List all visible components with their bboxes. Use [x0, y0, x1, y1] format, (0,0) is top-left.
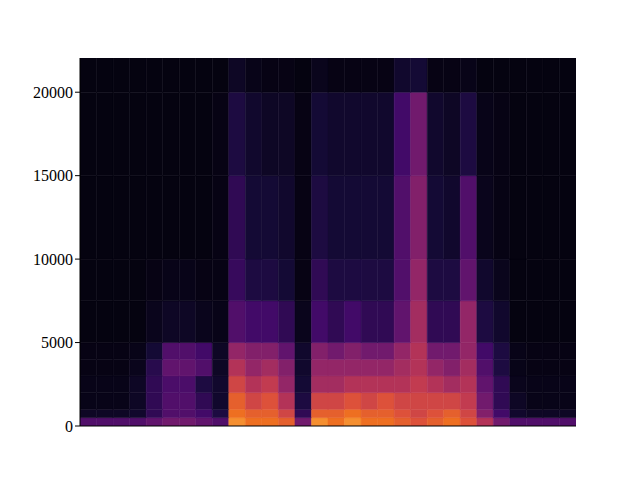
svg-text:0: 0	[65, 418, 73, 435]
svg-text:15000: 15000	[33, 167, 73, 184]
svg-text:20000: 20000	[33, 84, 73, 101]
svg-text:5000: 5000	[41, 334, 73, 351]
svg-text:10000: 10000	[33, 251, 73, 268]
